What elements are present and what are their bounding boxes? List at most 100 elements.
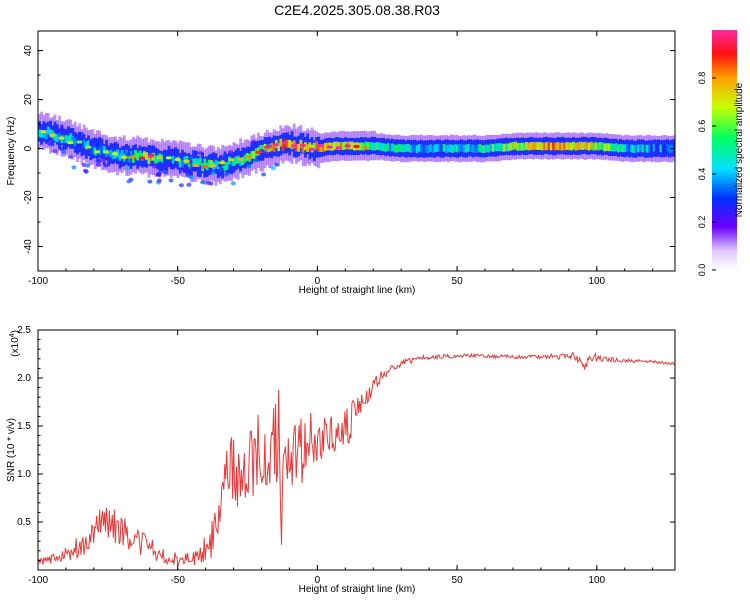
heatmap-cell xyxy=(554,142,558,151)
heatmap-cell xyxy=(543,142,546,151)
heatmap-speckle xyxy=(208,181,214,186)
heatmap-cell xyxy=(178,159,182,168)
heatmap-cell xyxy=(138,150,142,159)
heatmap-cell xyxy=(277,143,280,152)
heatmap-hotspot xyxy=(308,147,315,151)
heatmap-hotspot xyxy=(103,150,110,154)
heatmap-cell xyxy=(53,121,57,143)
heatmap-cell xyxy=(464,144,468,153)
heatmap-cell xyxy=(585,142,589,150)
colorbar-tick-label: 0.2 xyxy=(697,216,707,229)
heatmap-cell xyxy=(391,143,394,152)
heatmap-cell xyxy=(549,142,553,151)
heatmap-cell xyxy=(198,157,202,166)
heatmap-cell xyxy=(129,151,133,159)
heatmap-cell xyxy=(241,157,245,165)
heatmap-cell xyxy=(596,142,600,151)
heatmap-hotspot xyxy=(49,133,56,137)
heatmap-cell xyxy=(547,141,551,150)
heatmap-cell xyxy=(69,133,73,142)
heatmap-hotspot xyxy=(201,165,208,169)
heatmap-speckle xyxy=(274,162,279,167)
heatmap-cell xyxy=(324,142,327,151)
heatmap-cell xyxy=(210,160,213,168)
heatmap-cell xyxy=(73,138,77,147)
heatmap-cell xyxy=(312,142,316,151)
heatmap-cell xyxy=(384,143,388,152)
heatmap-cell xyxy=(485,144,488,153)
heatmap-cell xyxy=(89,139,93,160)
heatmap-cell xyxy=(44,131,48,140)
heatmap-hotspot xyxy=(130,155,136,159)
heatmap-cell xyxy=(498,143,502,151)
heatmap-cell xyxy=(558,142,562,151)
heatmap-cell xyxy=(469,144,473,152)
heatmap-speckle xyxy=(186,182,192,187)
y-tick-label: 0.5 xyxy=(17,517,31,528)
colorbar-ticks: 0.0 0.2 0.4 0.6 0.8 xyxy=(697,72,716,276)
heatmap-cell xyxy=(111,151,115,160)
colorbar: 0.0 0.2 0.4 0.6 0.8 Normalized spectral ampl… xyxy=(697,30,745,276)
heatmap-speckle xyxy=(185,172,191,177)
heatmap-cell xyxy=(449,144,453,153)
heatmap-cell xyxy=(76,139,79,148)
heatmap-cell xyxy=(308,142,312,151)
y-tick-label: 0 xyxy=(23,145,34,151)
y-tick-label: 20 xyxy=(23,94,34,106)
heatmap-cell xyxy=(650,144,654,153)
heatmap-hotspot xyxy=(264,145,271,149)
heatmap-cell xyxy=(319,144,323,152)
heatmap-hotspot xyxy=(121,155,128,159)
heatmap-cell xyxy=(279,138,283,147)
y-tick-label: -40 xyxy=(23,239,34,254)
heatmap-hotspot xyxy=(40,130,47,134)
heatmap-hotspot xyxy=(362,146,369,150)
heatmap-cell xyxy=(527,142,531,151)
heatmap-speckle xyxy=(270,166,276,171)
y-tick-label: 40 xyxy=(23,45,34,57)
heatmap-cell xyxy=(637,144,640,153)
heatmap-cell xyxy=(453,144,457,152)
heatmap-cell xyxy=(511,142,515,150)
heatmap-cell xyxy=(40,129,43,138)
heatmap-cell xyxy=(411,145,415,153)
heatmap-cell xyxy=(440,144,444,153)
spectrogram-ylabel: Frequency (Hz) xyxy=(6,117,17,186)
heatmap-hotspot xyxy=(112,152,119,156)
heatmap-cell xyxy=(306,144,309,152)
heatmap-cell xyxy=(520,142,524,151)
heatmap-cell xyxy=(462,144,466,153)
heatmap-cell xyxy=(616,144,620,153)
snr-scale-exponent: 4 xyxy=(9,333,16,337)
heatmap-cell xyxy=(516,142,520,151)
heatmap-cell xyxy=(306,133,309,155)
heatmap-cell xyxy=(605,143,609,151)
spectrogram-frame xyxy=(37,30,676,272)
heatmap-cell xyxy=(628,145,631,154)
heatmap-hotspot xyxy=(290,144,297,148)
heatmap-cell xyxy=(373,142,377,151)
snr-series-line xyxy=(38,351,675,567)
heatmap-speckle xyxy=(151,164,157,169)
heatmap-cell xyxy=(645,145,649,153)
heatmap-cell xyxy=(335,141,339,150)
heatmap-cell xyxy=(431,145,435,153)
spectrogram-axes-ticks: -100 -50 0 50 100 -40 -20 0 20 40 xyxy=(23,31,675,287)
heatmap-cell xyxy=(60,124,64,146)
heatmap-cell xyxy=(393,144,397,153)
heatmap-cell xyxy=(552,142,555,151)
svg-text:(x104): (x104) xyxy=(9,330,21,357)
heatmap-cell xyxy=(614,143,618,152)
heatmap-cell xyxy=(359,142,363,151)
heatmap-cell xyxy=(350,141,354,150)
heatmap-cell xyxy=(581,142,584,150)
heatmap-cell xyxy=(232,158,236,166)
y-tick-label: 1.5 xyxy=(17,421,31,432)
heatmap-cell xyxy=(509,142,513,151)
heatmap-cell xyxy=(424,145,428,153)
x-tick-label: -50 xyxy=(170,276,185,287)
heatmap-cell xyxy=(576,142,580,151)
heatmap-hotspot xyxy=(282,141,288,145)
heatmap-speckle xyxy=(156,172,162,177)
spectrogram-heatmap xyxy=(38,111,675,188)
